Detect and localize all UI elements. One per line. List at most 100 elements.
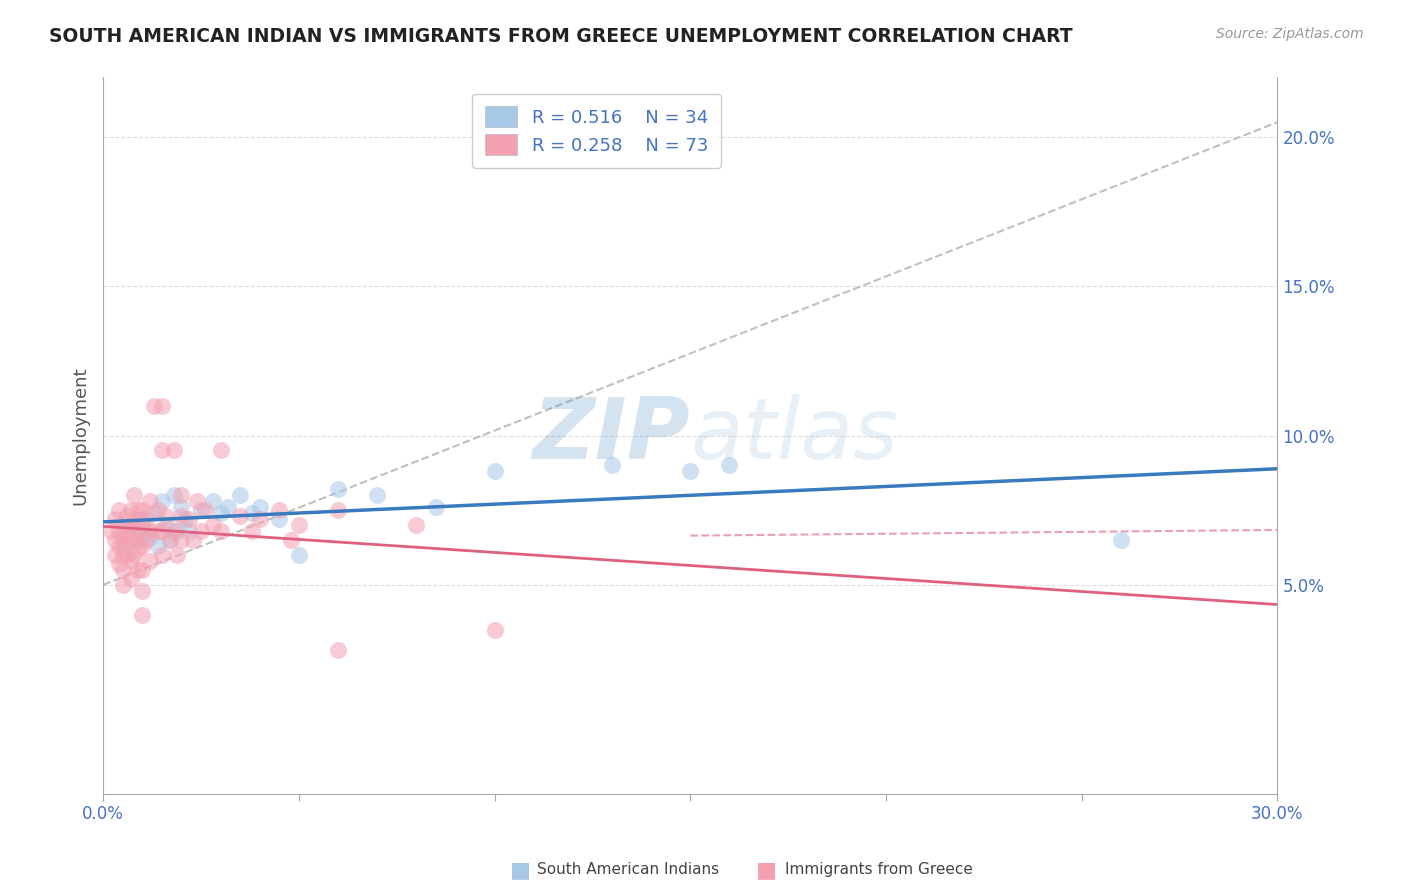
Point (170, 500, 193, 515)
Point (135, 524, 157, 538)
Point (150, 399, 173, 413)
Legend: R = 0.516    N = 34, R = 0.258    N = 73: R = 0.516 N = 34, R = 0.258 N = 73 (472, 94, 721, 168)
Point (131, 563, 153, 577)
Point (150, 494, 173, 508)
Point (107, 524, 129, 538)
Point (120, 503, 142, 517)
Point (115, 548, 138, 562)
Point (146, 503, 169, 517)
Point (179, 512, 201, 526)
Point (127, 563, 149, 577)
Text: Source: ZipAtlas.com: Source: ZipAtlas.com (1216, 27, 1364, 41)
Point (679, 464, 702, 478)
Point (209, 443, 232, 458)
Point (269, 512, 291, 526)
Point (131, 583, 153, 598)
Point (150, 524, 173, 538)
Point (111, 578, 134, 592)
Point (127, 541, 149, 556)
Point (194, 503, 217, 517)
Point (209, 524, 232, 538)
Point (366, 488, 388, 502)
Point (159, 533, 181, 547)
Point (124, 488, 146, 502)
Point (135, 533, 157, 547)
Point (107, 557, 129, 571)
Point (155, 509, 177, 524)
Point (139, 524, 162, 538)
Point (111, 548, 134, 562)
Point (150, 443, 173, 458)
Point (127, 533, 149, 547)
Point (240, 506, 263, 520)
Point (280, 533, 302, 547)
Point (484, 623, 506, 637)
Point (139, 494, 162, 508)
Point (162, 443, 184, 458)
Point (131, 607, 153, 622)
Point (162, 488, 184, 502)
Text: SOUTH AMERICAN INDIAN VS IMMIGRANTS FROM GREECE UNEMPLOYMENT CORRELATION CHART: SOUTH AMERICAN INDIAN VS IMMIGRANTS FROM… (49, 27, 1073, 45)
Point (484, 464, 506, 478)
Point (135, 512, 157, 526)
Text: atlas: atlas (690, 394, 898, 477)
Point (131, 539, 153, 553)
Point (115, 509, 138, 524)
Point (127, 503, 149, 517)
Point (120, 518, 142, 533)
Point (120, 524, 142, 538)
Point (162, 524, 184, 538)
Point (288, 548, 311, 562)
Point (201, 494, 224, 508)
Point (718, 458, 741, 473)
Point (181, 533, 204, 547)
Point (240, 524, 263, 538)
Point (170, 509, 193, 524)
Point (146, 539, 169, 553)
Point (124, 512, 146, 526)
Point (249, 500, 271, 515)
Point (107, 503, 129, 517)
Point (111, 533, 134, 547)
Point (217, 500, 239, 515)
Point (127, 524, 149, 538)
Point (111, 518, 134, 533)
Point (111, 563, 134, 577)
Point (120, 572, 142, 586)
Text: ZIP: ZIP (533, 394, 690, 477)
Point (124, 548, 146, 562)
Point (405, 518, 427, 533)
Point (166, 548, 188, 562)
Point (124, 518, 146, 533)
Point (170, 488, 193, 502)
Y-axis label: Unemployment: Unemployment (72, 367, 89, 505)
Text: South American Indians: South American Indians (537, 863, 720, 877)
Point (150, 548, 173, 562)
Point (269, 503, 291, 517)
Point (139, 530, 162, 544)
Point (179, 524, 201, 538)
Point (201, 518, 224, 533)
Point (139, 554, 162, 568)
Point (229, 509, 252, 524)
Point (120, 533, 142, 547)
Point (326, 483, 349, 497)
Point (1109, 533, 1132, 547)
Point (155, 518, 177, 533)
Point (104, 548, 127, 562)
Point (124, 533, 146, 547)
Point (100, 524, 122, 538)
Point (190, 524, 212, 538)
Point (166, 524, 188, 538)
Point (120, 554, 142, 568)
Point (107, 539, 129, 553)
Point (131, 512, 153, 526)
Text: ■: ■ (510, 860, 530, 880)
Point (146, 524, 169, 538)
Point (159, 533, 181, 547)
Point (326, 503, 349, 517)
Point (104, 533, 127, 547)
Point (186, 494, 208, 508)
Point (425, 500, 447, 515)
Point (111, 539, 134, 553)
